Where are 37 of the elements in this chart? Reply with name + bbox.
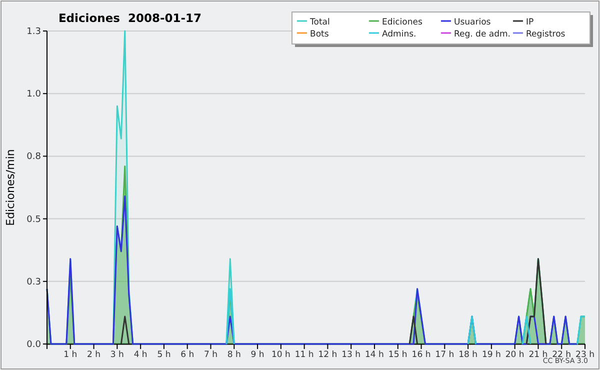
line-series [46,196,578,345]
y-tick-label: 0.8 [26,152,42,162]
x-tick-label: 9 h [250,350,264,360]
legend-label: Admins. [382,30,416,40]
x-tick-label: 14 h [365,350,384,360]
legend-label: IP [526,18,534,28]
x-tick-label: 3 h [110,350,124,360]
x-tick-label: 2 h [87,350,101,360]
legend-label: Registros [526,30,566,40]
legend-label: Bots [310,30,330,40]
x-tick-label: 17 h [435,350,454,360]
legend-label: Usuarios [454,18,492,28]
x-tick-label: 15 h [388,350,408,360]
y-tick-label: 0.5 [26,214,41,225]
x-tick-label: 11 h [294,350,314,360]
x-tick-label: 6 h [180,350,194,360]
x-tick-label: 7 h [204,350,218,360]
legend-label: Reg. de adm. [454,30,510,40]
x-tick-label: 19 h [482,350,501,360]
y-tick-label: 0.0 [26,340,42,350]
legend-label: Total [309,18,330,28]
x-tick-label: 10 h [271,350,290,360]
y-tick-label: 0.3 [26,277,41,288]
x-tick-label: 18 h [458,350,478,360]
y-tick-label: 1.3 [26,27,41,37]
y-tick-label: 1.0 [26,90,42,100]
x-tick-label: 20 h [505,350,524,360]
x-tick-label: 16 h [412,350,431,360]
x-tick-label: 8 h [227,350,241,360]
chart-title: Ediciones 2008-01-17 [58,11,202,25]
x-tick-label: 1 h [64,350,78,360]
x-tick-label: 5 h [157,350,171,360]
legend-label: Ediciones [382,18,423,28]
y-axis-title: Ediciones/min [4,149,17,226]
x-tick-label: 13 h [342,350,361,360]
x-tick-label: 4 h [134,350,148,360]
x-tick-label: 12 h [318,350,338,360]
